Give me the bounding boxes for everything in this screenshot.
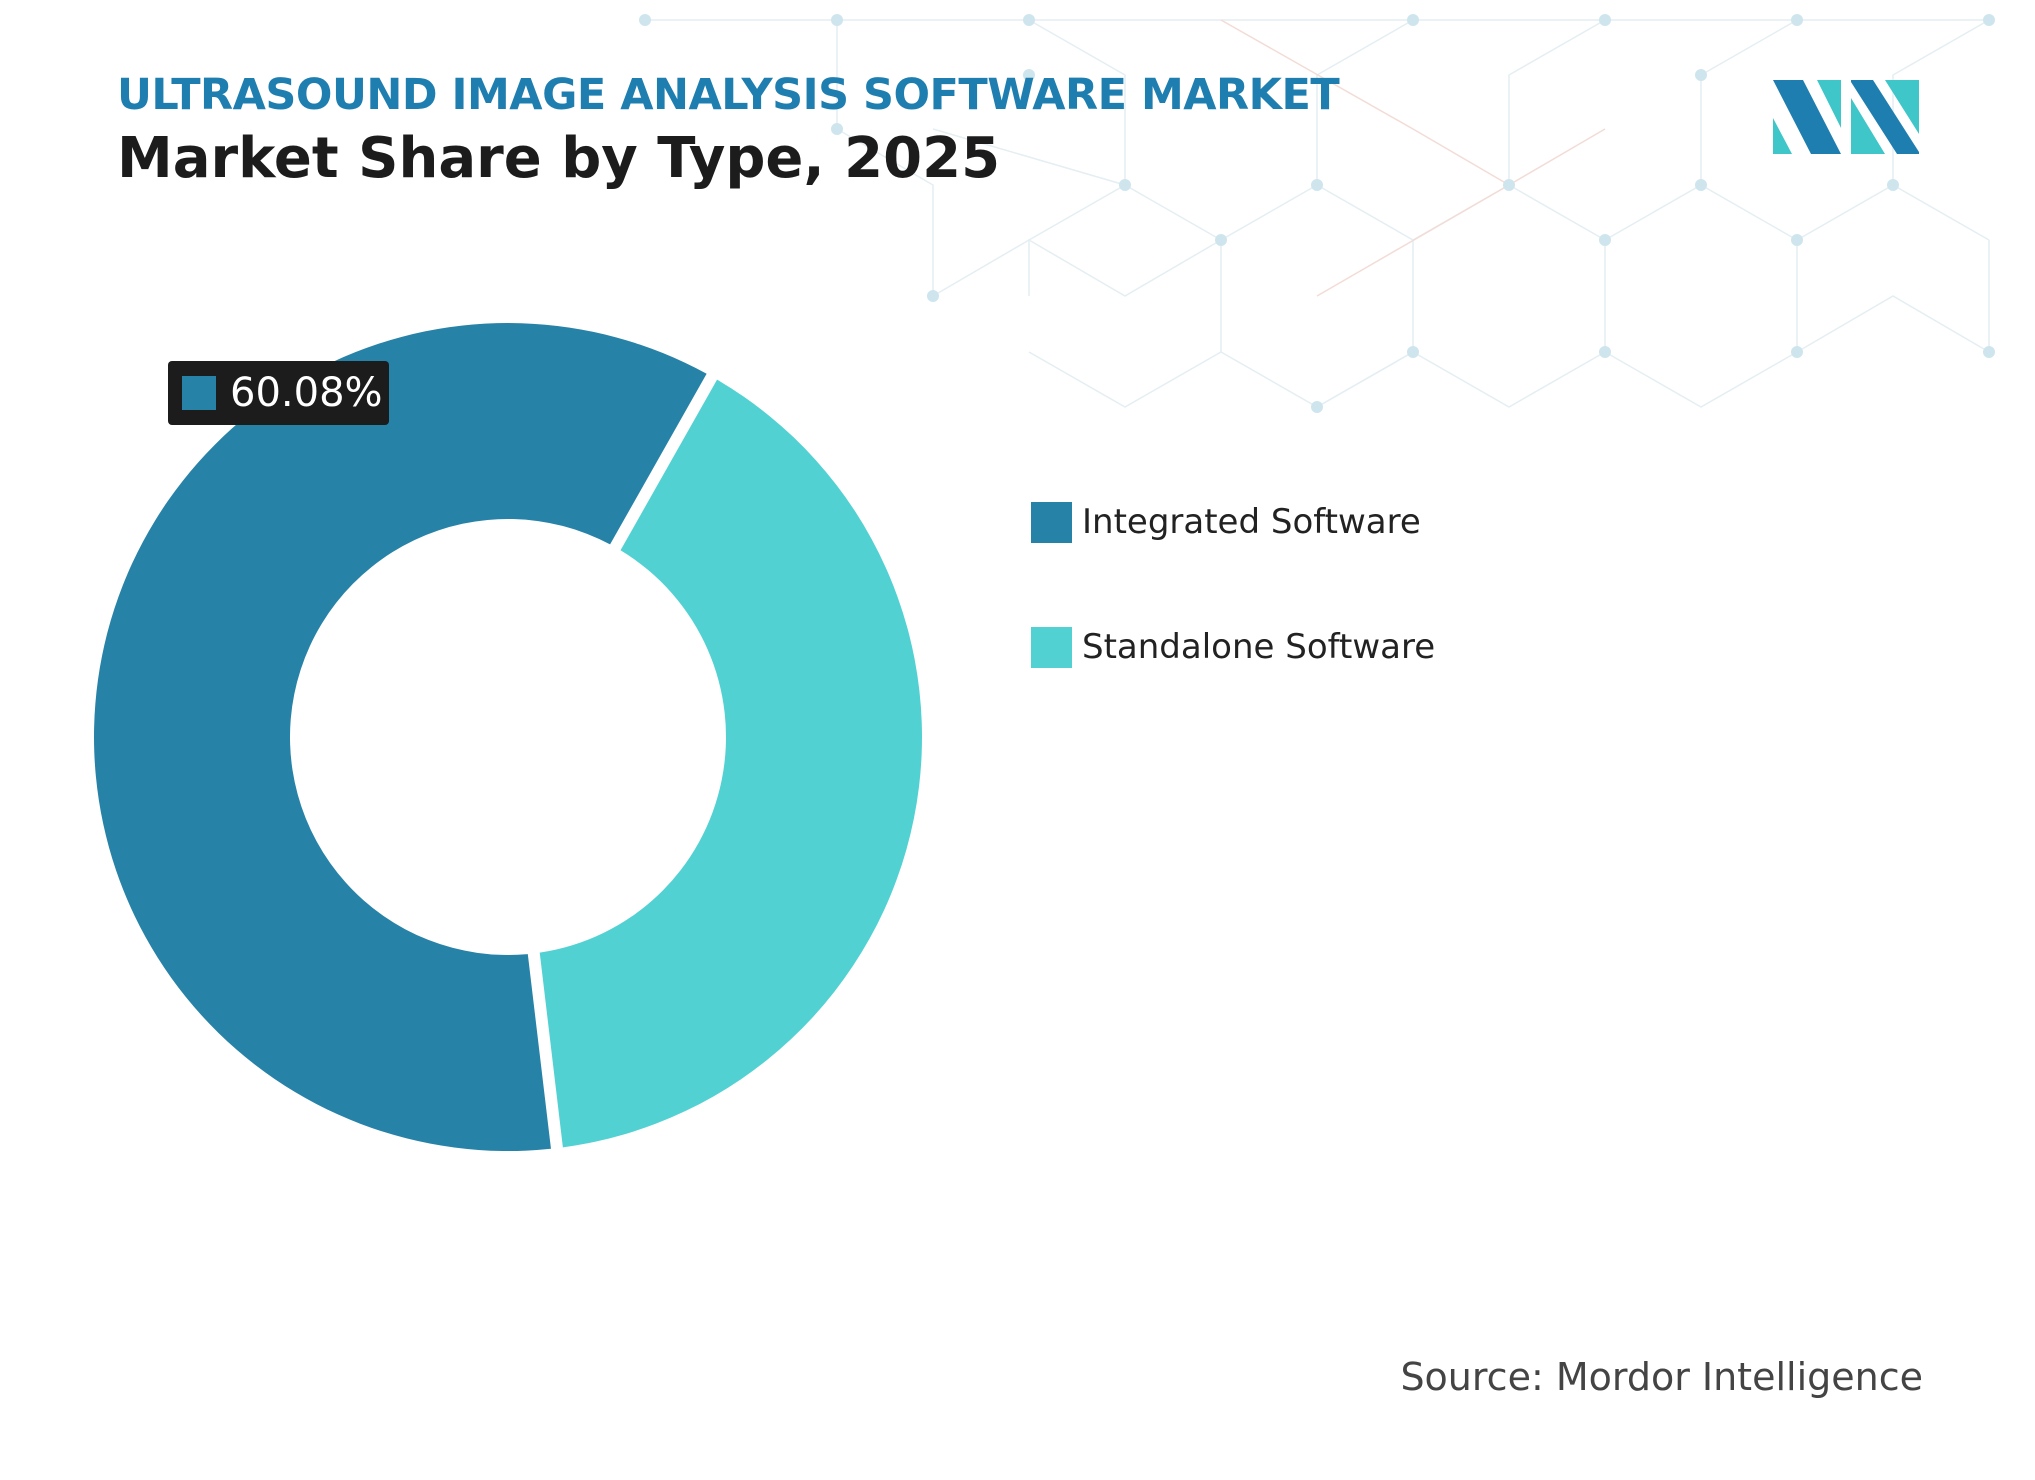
chart-title: Market Share by Type, 2025 — [117, 126, 1001, 191]
mordor-intelligence-logo-icon — [1773, 80, 1919, 154]
legend-item-integrated-software: Integrated Software — [1031, 500, 1435, 544]
donut-slice-integrated-software — [93, 322, 707, 1152]
legend-label: Standalone Software — [1082, 627, 1436, 667]
data-label-swatch — [182, 376, 216, 410]
background-network-pattern — [639, 14, 1995, 413]
source-note: Source: Mordor Intelligence — [1400, 1355, 1923, 1399]
legend-swatch — [1031, 501, 1072, 543]
chart-header: ULTRASOUND IMAGE ANALYSIS SOFTWARE MARKE… — [117, 70, 1340, 191]
legend-item-standalone-software: Standalone Software — [1031, 625, 1435, 669]
data-label-text: 60.08% — [230, 370, 383, 416]
donut-slice-standalone-software — [539, 379, 923, 1148]
legend-swatch — [1031, 626, 1072, 668]
legend-label: Integrated Software — [1082, 502, 1421, 542]
chart-legend: Integrated Software Standalone Software — [1031, 500, 1435, 750]
data-label-integrated-software: 60.08% — [168, 361, 389, 425]
market-name: ULTRASOUND IMAGE ANALYSIS SOFTWARE MARKE… — [117, 70, 1340, 120]
